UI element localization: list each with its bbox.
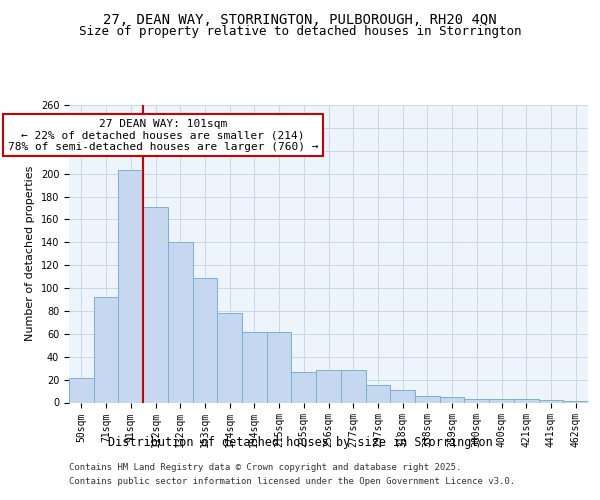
Text: Contains public sector information licensed under the Open Government Licence v3: Contains public sector information licen…: [69, 477, 515, 486]
Bar: [168, 242, 193, 402]
Bar: [341, 370, 365, 402]
Text: Size of property relative to detached houses in Storrington: Size of property relative to detached ho…: [79, 25, 521, 38]
Bar: [242, 332, 267, 402]
Y-axis label: Number of detached properties: Number of detached properties: [25, 166, 35, 342]
Bar: [539, 400, 563, 402]
Bar: [316, 370, 341, 402]
Bar: [118, 170, 143, 402]
Text: Distribution of detached houses by size in Storrington: Distribution of detached houses by size …: [107, 436, 493, 449]
Text: 27, DEAN WAY, STORRINGTON, PULBOROUGH, RH20 4QN: 27, DEAN WAY, STORRINGTON, PULBOROUGH, R…: [103, 12, 497, 26]
Text: Contains HM Land Registry data © Crown copyright and database right 2025.: Contains HM Land Registry data © Crown c…: [69, 464, 461, 472]
Bar: [292, 372, 316, 402]
Bar: [415, 396, 440, 402]
Bar: [143, 207, 168, 402]
Bar: [193, 278, 217, 402]
Bar: [514, 399, 539, 402]
Bar: [489, 399, 514, 402]
Bar: [390, 390, 415, 402]
Bar: [94, 297, 118, 403]
Bar: [69, 378, 94, 402]
Bar: [440, 397, 464, 402]
Bar: [217, 313, 242, 402]
Bar: [464, 399, 489, 402]
Text: 27 DEAN WAY: 101sqm
← 22% of detached houses are smaller (214)
78% of semi-detac: 27 DEAN WAY: 101sqm ← 22% of detached ho…: [8, 118, 318, 152]
Bar: [365, 386, 390, 402]
Bar: [267, 332, 292, 402]
